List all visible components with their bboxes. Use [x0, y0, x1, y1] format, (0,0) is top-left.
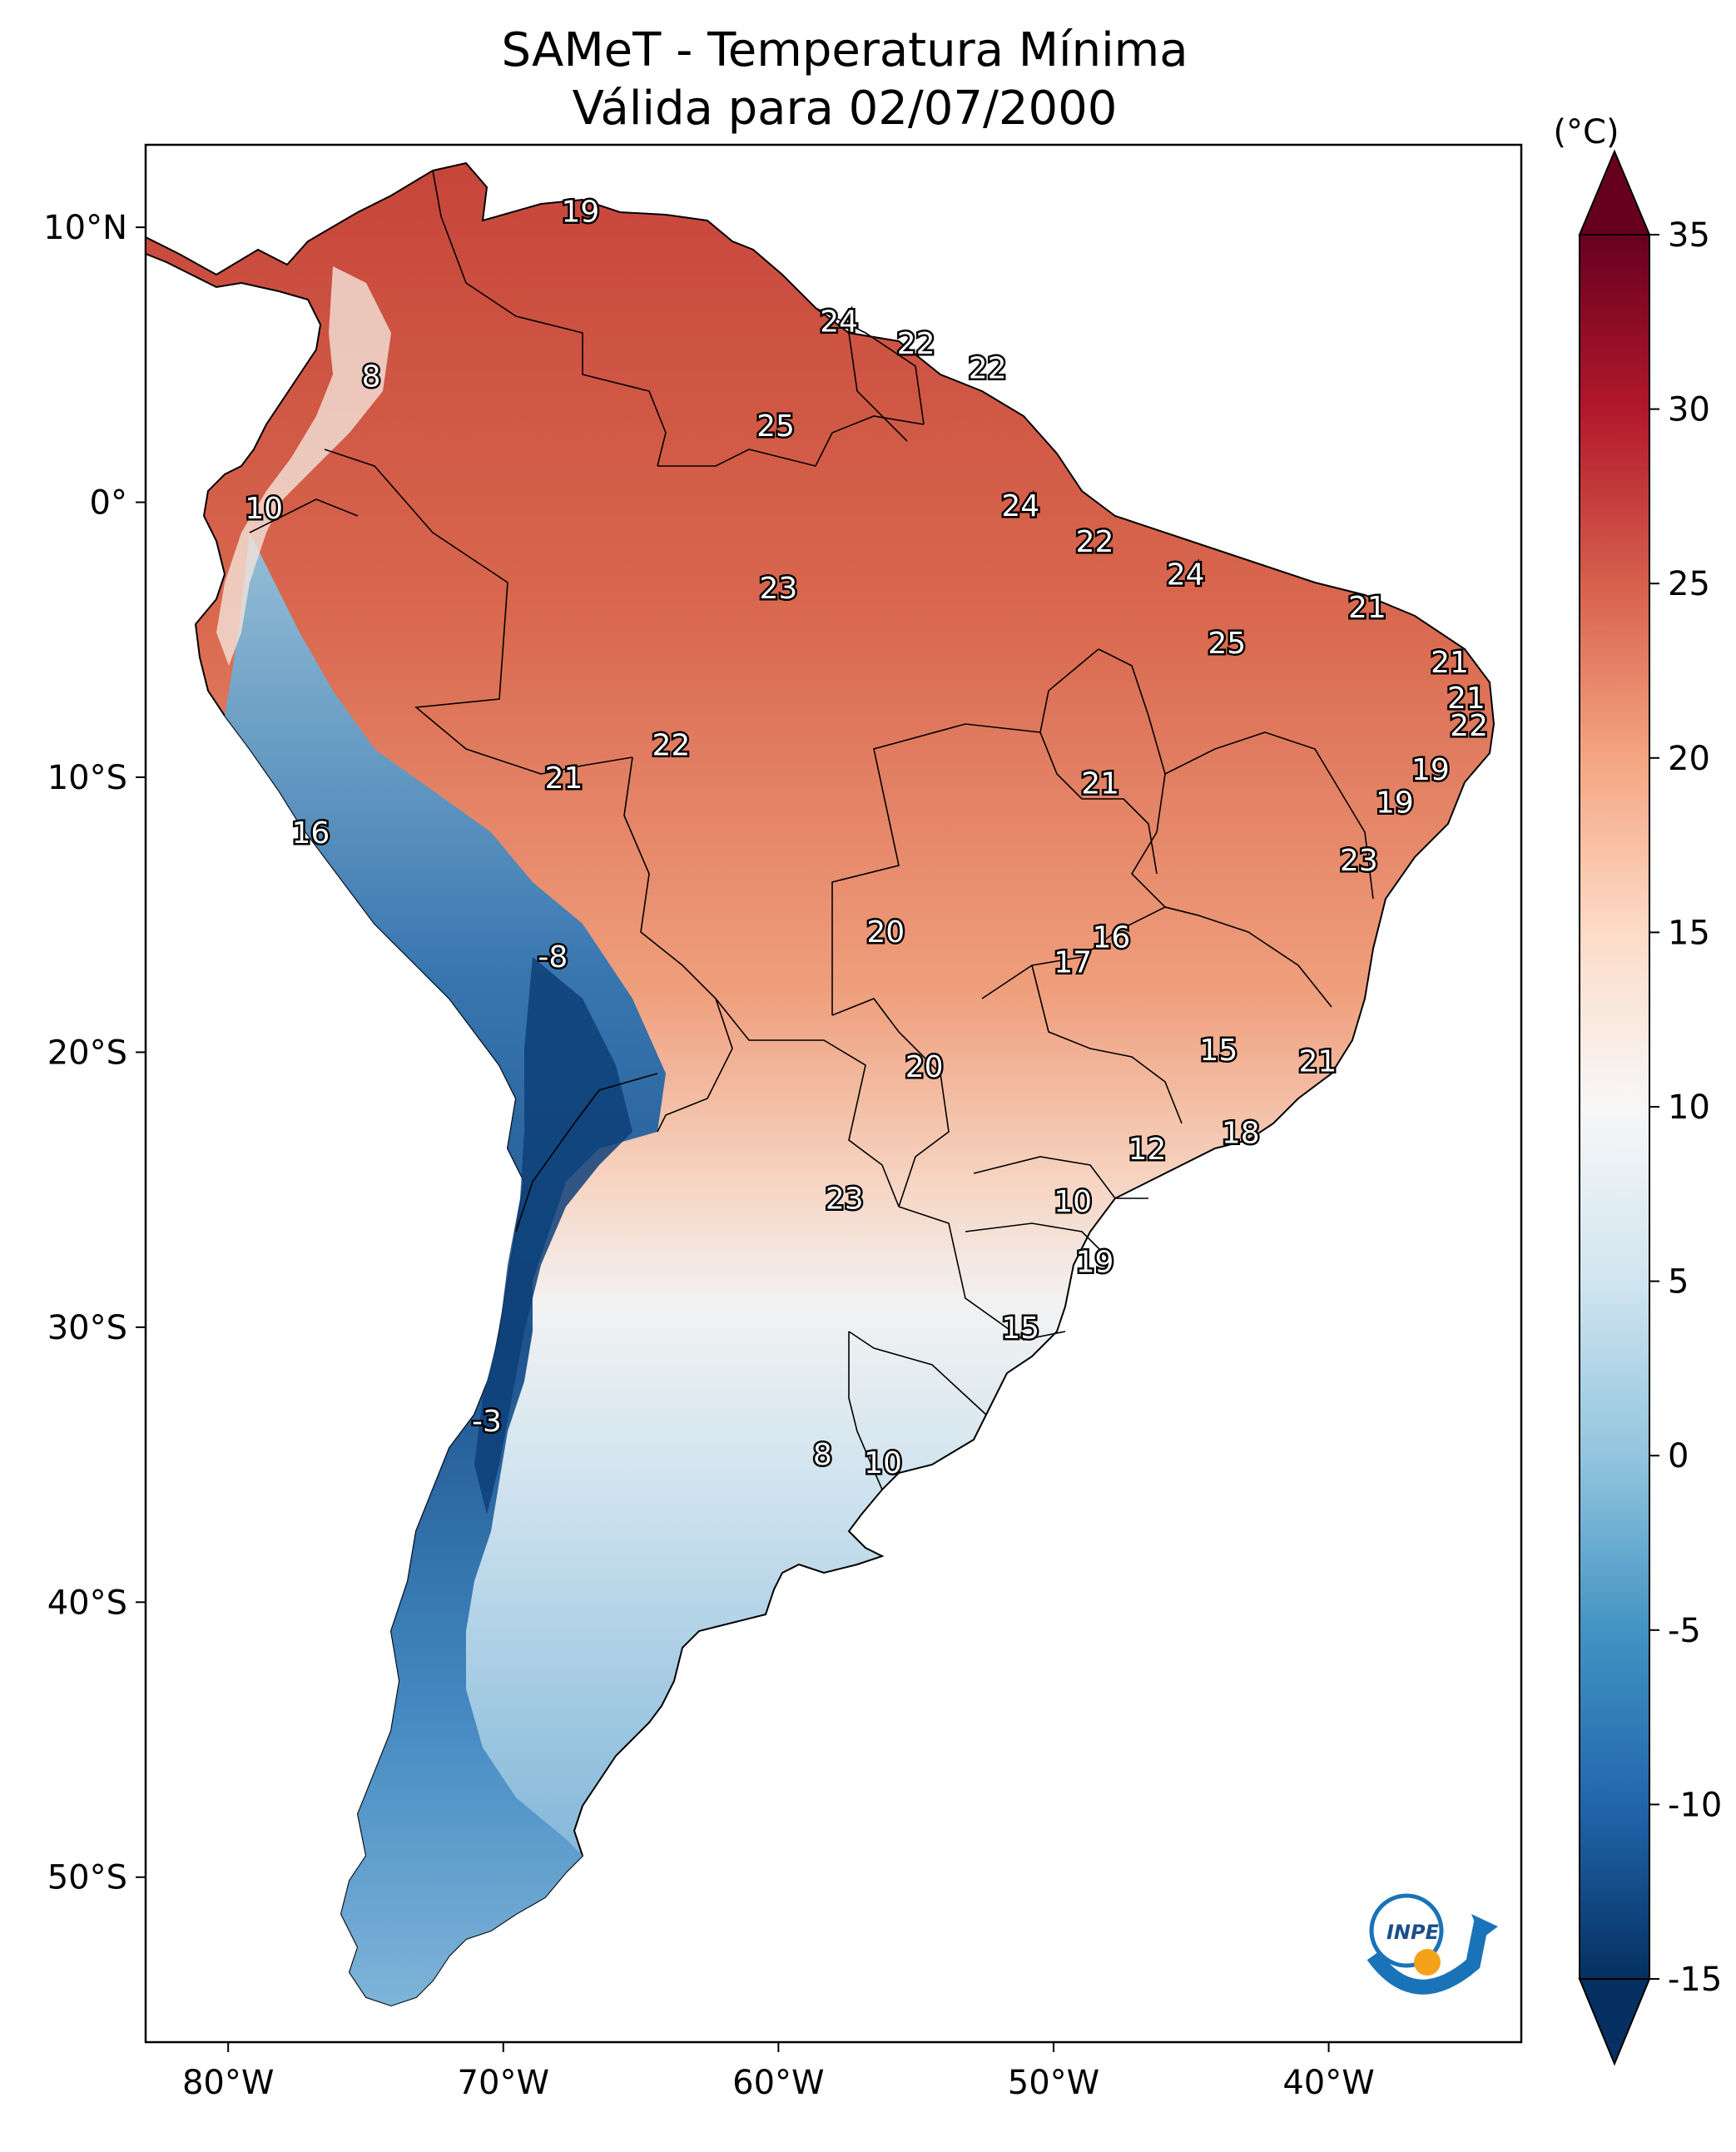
station-temperature-label: 22: [1450, 709, 1488, 743]
station-temperature-label: 18: [1222, 1116, 1260, 1150]
station-temperature-label: 17: [1054, 945, 1092, 979]
andes-cold-band: [225, 533, 666, 2006]
station-temperature-label: 24: [1001, 489, 1039, 523]
station-temperature-label: 10: [1054, 1185, 1092, 1219]
station-temperature-label: 16: [1092, 921, 1130, 955]
colorbar-unit: (°C): [1553, 113, 1619, 151]
y-tick-label: 10°S: [47, 759, 127, 797]
colorbar-tick-label: 10: [1668, 1088, 1710, 1127]
station-temperature-label: 19: [561, 195, 599, 229]
northern-andes-cool-band: [216, 266, 391, 666]
station-temperature-label: 21: [545, 761, 583, 796]
station-temperature-label: 8: [813, 1438, 832, 1472]
map-body: [146, 161, 1495, 2007]
station-temperature-label: 24: [1167, 558, 1205, 592]
station-temperature-label: 19: [1376, 786, 1414, 821]
station-temperature-label: 21: [1298, 1044, 1337, 1078]
station-temperature-label: 21: [1447, 682, 1486, 716]
colorbar: 35 30 25 20 15 10 5 0 -5 -10 -15 (°C): [1553, 113, 1722, 2066]
map-subtitle: Válida para 02/07/2000: [572, 82, 1118, 136]
y-tick-label: 10°N: [43, 209, 127, 247]
country-borders: [249, 170, 1374, 1490]
x-tick-label: 80°W: [182, 2064, 274, 2102]
colorbar-gradient: [1579, 234, 1650, 1980]
station-temperature-label: 20: [905, 1050, 944, 1084]
y-tick-label: 20°S: [47, 1034, 127, 1072]
station-temperature-label: 20: [866, 915, 905, 950]
station-temperature-label: 21: [1081, 767, 1119, 801]
station-temperature-label: 16: [291, 816, 330, 850]
x-tick-label: 70°W: [458, 2064, 549, 2102]
colorbar-tick-label: -5: [1668, 1612, 1701, 1650]
colorbar-tick-label: 15: [1668, 914, 1710, 952]
station-temperature-label: 24: [820, 305, 858, 339]
colorbar-tick-label: 25: [1668, 565, 1710, 603]
station-temperature-label: 23: [826, 1183, 864, 1217]
colorbar-tick-label: 35: [1668, 216, 1710, 255]
y-tick-label: 0°: [90, 484, 127, 523]
x-tick-label: 60°W: [732, 2064, 824, 2102]
station-temperature-label: 10: [245, 492, 283, 526]
station-temperature-label: 10: [864, 1446, 902, 1480]
y-axis: 10°N 0° 10°S 20°S 30°S 40°S 50°S: [43, 209, 146, 1897]
station-temperature-label: 15: [1199, 1034, 1238, 1068]
station-temperature-label: 21: [1431, 646, 1469, 680]
station-temperature-label: 21: [1348, 591, 1386, 625]
colorbar-bottom-extension: [1578, 1978, 1651, 2066]
station-temperature-label: -3: [472, 1405, 502, 1439]
map-title: SAMeT - Temperatura Mínima: [501, 23, 1188, 77]
station-temperature-label: 22: [1076, 525, 1114, 559]
station-temperature-label: 19: [1411, 753, 1450, 787]
y-tick-label: 30°S: [47, 1309, 127, 1347]
y-tick-label: 40°S: [47, 1584, 127, 1622]
colorbar-tick-label: -10: [1668, 1786, 1722, 1824]
colorbar-tick-label: 20: [1668, 740, 1710, 778]
station-temperature-label: 19: [1076, 1246, 1114, 1280]
station-temperature-label: 12: [1128, 1133, 1166, 1167]
station-temperature-label: 15: [1001, 1312, 1039, 1346]
svg-text:INPE: INPE: [1386, 1921, 1440, 1944]
x-axis: 80°W 70°W 60°W 50°W 40°W: [182, 2042, 1375, 2102]
station-temperature-label: 23: [1340, 844, 1378, 878]
andes-core-cold: [474, 957, 632, 1515]
y-tick-label: 50°S: [47, 1859, 127, 1897]
station-temperature-label: 22: [969, 352, 1007, 386]
colorbar-top-extension: [1578, 149, 1651, 236]
station-temperature-label: -8: [538, 940, 568, 974]
x-tick-label: 50°W: [1008, 2064, 1099, 2102]
colorbar-tick-label: 0: [1668, 1437, 1689, 1475]
station-temperature-label: 23: [759, 572, 797, 606]
colorbar-tick-label: 30: [1668, 391, 1710, 429]
colorbar-tick-label: -15: [1668, 1961, 1722, 1999]
colorbar-tick-label: 5: [1668, 1263, 1689, 1302]
station-temperature-label: 22: [652, 728, 691, 762]
x-tick-label: 40°W: [1282, 2064, 1374, 2102]
station-temperature-label: 8: [362, 360, 381, 394]
station-temperature-label: 22: [897, 327, 935, 361]
station-temperature-label: 25: [1208, 627, 1246, 661]
station-temperature-label: 25: [756, 409, 795, 444]
inpe-logo: INPE: [1366, 1893, 1498, 1995]
